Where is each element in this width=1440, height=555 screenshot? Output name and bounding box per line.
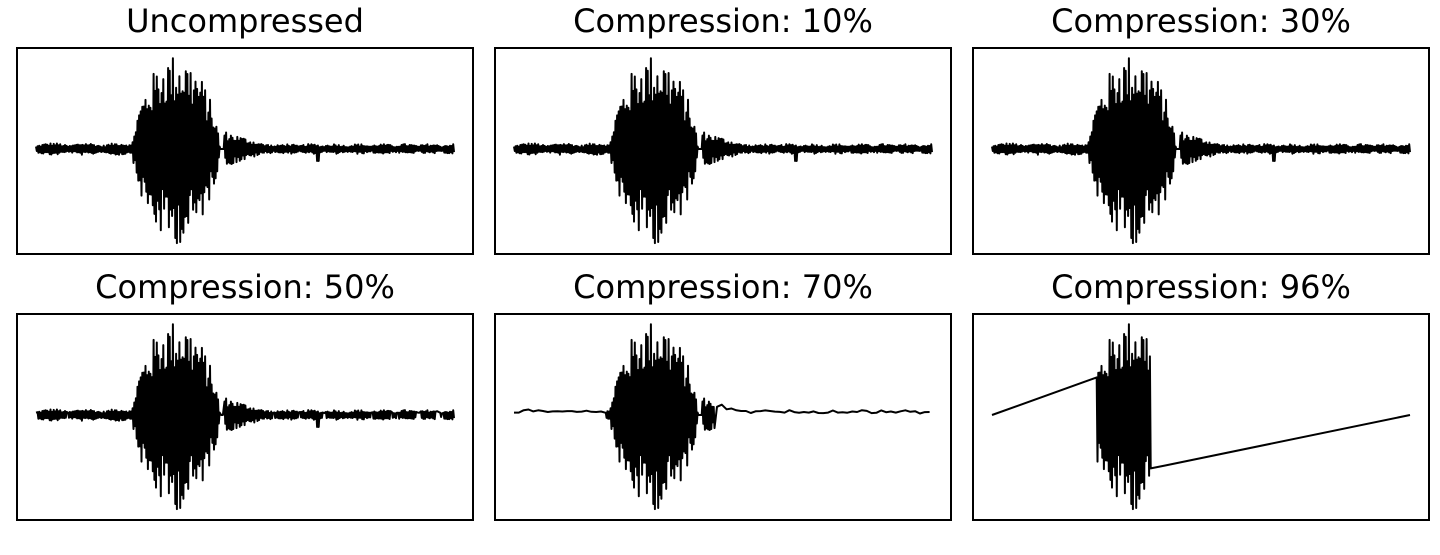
waveform-series-line	[991, 57, 1411, 245]
chart-panel-uncompressed: Uncompressed	[16, 0, 474, 262]
waveform-plot	[972, 47, 1430, 255]
chart-title: Uncompressed	[126, 2, 364, 40]
chart-panel-compression-10: Compression: 10%	[494, 0, 952, 262]
waveform-series-line	[35, 323, 455, 511]
waveform-plot	[494, 313, 952, 521]
plot-frame	[16, 47, 474, 255]
plot-frame	[494, 313, 952, 521]
chart-title: Compression: 10%	[573, 2, 873, 40]
waveform-plot	[16, 47, 474, 255]
chart-panel-compression-30: Compression: 30%	[972, 0, 1430, 262]
waveform-series-line	[991, 323, 1411, 511]
chart-panel-compression-50: Compression: 50%	[16, 266, 474, 528]
waveform-plot	[972, 313, 1430, 521]
waveform-plot	[16, 313, 474, 521]
chart-title: Compression: 96%	[1051, 268, 1351, 306]
chart-panel-compression-96: Compression: 96%	[972, 266, 1430, 528]
chart-panel-compression-70: Compression: 70%	[494, 266, 952, 528]
waveform-series-line	[513, 57, 933, 245]
plot-frame	[494, 47, 952, 255]
waveform-series-line	[35, 57, 455, 245]
chart-title: Compression: 30%	[1051, 2, 1351, 40]
plot-frame	[16, 313, 474, 521]
plot-frame	[972, 313, 1430, 521]
chart-title: Compression: 50%	[95, 268, 395, 306]
waveform-plot	[494, 47, 952, 255]
waveform-series-line	[514, 323, 930, 511]
plot-frame	[972, 47, 1430, 255]
chart-title: Compression: 70%	[573, 268, 873, 306]
